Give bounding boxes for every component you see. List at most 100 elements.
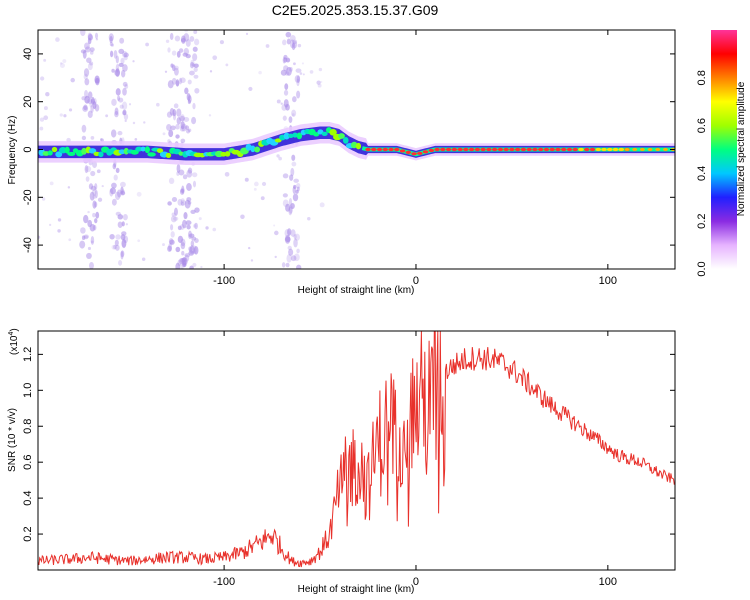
spectrogram-speckle	[43, 106, 48, 111]
spectrogram-scatter-point	[81, 124, 87, 133]
spectrogram-scatter-point	[89, 50, 94, 55]
spectrogram-scatter-point	[170, 63, 174, 68]
spectrogram-speckle	[274, 230, 279, 236]
spectrogram-scatter-point	[117, 221, 123, 228]
spectrogram-speckle	[205, 226, 209, 230]
spectrogram-speckle	[38, 235, 41, 239]
spectrogram-hot-point	[555, 147, 561, 152]
spectrogram-speckle	[97, 197, 103, 202]
spectrogram-speckle	[209, 70, 213, 73]
spectrogram-scatter-point	[87, 91, 93, 99]
spectrogram-speckle	[184, 30, 188, 33]
spectrogram-blob	[292, 132, 298, 138]
spectrogram-hot-point	[583, 147, 590, 152]
snr-plot-area	[38, 331, 675, 570]
snr-xlabel: Height of straight line (km)	[298, 584, 415, 595]
spectrogram-hot-point	[655, 148, 661, 151]
spectrogram-hot-point	[440, 147, 446, 152]
spectrogram-panel: -40 -20 0 20 40 -100 0 100 Height of straight …	[7, 29, 676, 296]
spectrogram-scatter-point	[176, 117, 182, 125]
spectrogram-scatter-point	[173, 216, 179, 221]
spectrogram-scatter-point	[81, 235, 86, 241]
spectrogram-scatter-point	[285, 203, 291, 212]
spectrogram-scatter-point	[193, 67, 198, 73]
spectrogram-scatter-point	[188, 233, 195, 238]
spectrogram-blob	[338, 133, 345, 139]
spectrogram-scatter-point	[83, 68, 90, 77]
spectrogram-scatter-point	[193, 63, 199, 68]
spectrogram-speckle	[59, 113, 63, 117]
spectrogram-speckle	[105, 114, 109, 118]
spectrogram-scatter-point	[171, 196, 178, 202]
spectrogram-scatter-point	[94, 77, 100, 84]
spectrogram-scatter-point	[182, 219, 187, 229]
snr-ytick-label: 1.0	[22, 383, 34, 398]
spectrogram-hot-point	[549, 147, 556, 152]
spectrogram-scatter-point	[87, 62, 93, 71]
spectrogram-scatter-point	[188, 246, 193, 252]
spectrogram-scatter-point	[180, 198, 185, 204]
spectrogram-scatter-point	[122, 109, 127, 116]
spectrogram-scatter-point	[183, 117, 190, 122]
spectrogram-scatter-point	[175, 262, 181, 269]
spectrogram-hot-point	[428, 148, 435, 153]
spectrogram-speckle	[39, 126, 44, 131]
spectrogram-scatter-point	[172, 112, 177, 121]
spectrogram-scatter-point	[120, 250, 125, 258]
spectrogram-scatter-point	[186, 169, 193, 178]
spectrogram-speckle	[320, 80, 323, 84]
spectrogram-scatter-point	[296, 264, 302, 269]
spectrogram-scatter-point	[292, 193, 299, 202]
spectrogram-scatter-point	[84, 89, 88, 99]
spectrogram-scatter-point	[176, 163, 181, 173]
spectrogram-scatter-point	[181, 257, 187, 266]
spectrogram-ylabel: Frequency (Hz)	[7, 116, 18, 185]
spectrogram-scatter-point	[115, 68, 120, 77]
spectrogram-speckle	[180, 188, 185, 193]
spectrogram-scatter-point	[115, 234, 121, 240]
spectrogram-speckle	[162, 132, 166, 136]
spectrogram-scatter-point	[194, 238, 199, 243]
spectrogram-blob	[250, 145, 256, 153]
spectrogram-scatter-point	[282, 193, 288, 198]
chart-title: C2E5.2025.353.15.37.G09	[272, 2, 439, 18]
spectrogram-scatter-point	[118, 48, 125, 54]
spectrogram-scatter-point	[186, 197, 192, 202]
spectrogram-speckle	[276, 99, 281, 104]
spectrogram-blob	[274, 138, 282, 143]
spectrogram-scatter-point	[285, 57, 291, 63]
spectrogram-speckle	[187, 200, 192, 205]
snr-xtick-label: -100	[213, 576, 235, 588]
spectrogram-scatter-point	[180, 201, 185, 207]
spectrogram-speckle	[87, 246, 92, 251]
spectrogram-speckle	[100, 138, 103, 141]
spectrogram-scatter-point	[192, 245, 197, 255]
spectrogram-scatter-point	[84, 95, 90, 104]
spectrogram-speckle	[60, 62, 63, 65]
spectrogram-scatter-point	[167, 245, 172, 252]
spectrogram-scatter-point	[114, 110, 119, 118]
spectrogram-scatter-point	[115, 244, 120, 251]
spectrogram-scatter-point	[119, 37, 125, 44]
spectrogram-scatter-point	[180, 238, 186, 247]
spectrogram-speckle	[318, 67, 323, 72]
spectrogram-scatter-point	[184, 125, 190, 130]
spectrogram-scatter-point	[187, 167, 193, 174]
spectrogram-scatter-point	[189, 61, 195, 69]
spectrogram-scatter-point	[112, 163, 117, 170]
spectrogram-scatter-point	[285, 31, 292, 38]
spectrogram-hot-point	[606, 147, 613, 152]
spectrogram-scatter-point	[180, 114, 185, 122]
spectrogram-speckle	[317, 83, 322, 88]
spectrogram-ytick-label: 0	[22, 146, 34, 152]
spectrogram-speckle	[212, 55, 218, 61]
spectrogram-scatter-point	[94, 32, 99, 39]
spectrogram-scatter-point	[87, 33, 94, 41]
spectrogram-ytick-label: -20	[22, 189, 34, 205]
spectrogram-scatter-point	[111, 182, 117, 189]
spectrogram-scatter-point	[85, 176, 90, 182]
spectrogram-blob	[144, 146, 150, 154]
spectrogram-blob	[81, 147, 87, 155]
spectrogram-scatter-point	[192, 172, 198, 178]
